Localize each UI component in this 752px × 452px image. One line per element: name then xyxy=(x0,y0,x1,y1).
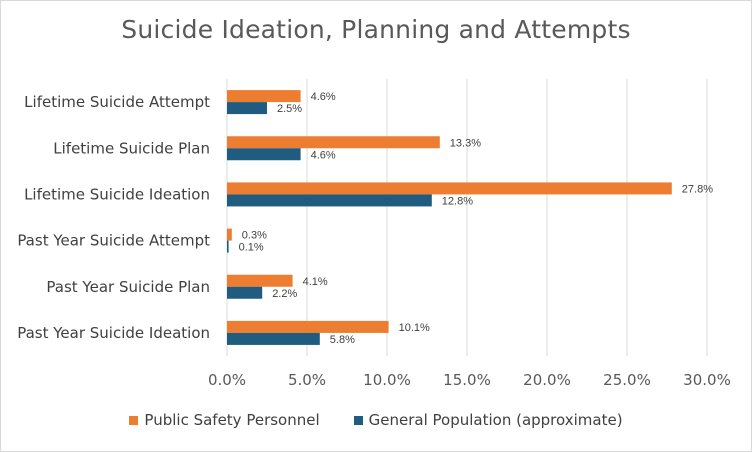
data-label-general-population-0: 2.5% xyxy=(277,103,302,115)
data-label-general-population-2: 12.8% xyxy=(442,195,473,207)
x-tick-label-2: 10.0% xyxy=(363,371,411,389)
data-label-general-population-3: 0.1% xyxy=(239,242,264,254)
bar-public-safety-2 xyxy=(227,182,672,195)
legend-item-public-safety: Public Safety Personnel xyxy=(129,411,320,429)
bar-general-population-5 xyxy=(227,332,320,345)
legend-label-public-safety: Public Safety Personnel xyxy=(144,411,320,429)
x-tick-label-3: 15.0% xyxy=(443,371,491,389)
data-label-public-safety-1: 13.3% xyxy=(450,137,481,149)
x-tick-label-1: 5.0% xyxy=(288,371,326,389)
category-label-3: Past Year Suicide Attempt xyxy=(17,232,210,250)
bar-public-safety-3 xyxy=(227,228,232,241)
legend-swatch-general-population xyxy=(353,415,363,425)
legend-item-general-population: General Population (approximate) xyxy=(353,411,623,429)
legend-swatch-public-safety xyxy=(129,415,139,425)
chart-legend: Public Safety Personnel General Populati… xyxy=(1,411,751,429)
category-label-5: Past Year Suicide Ideation xyxy=(17,324,210,342)
data-label-general-population-4: 2.2% xyxy=(272,288,297,300)
bar-general-population-0 xyxy=(227,102,267,115)
data-label-public-safety-3: 0.3% xyxy=(242,230,267,242)
category-label-4: Past Year Suicide Plan xyxy=(46,278,210,296)
category-label-0: Lifetime Suicide Attempt xyxy=(24,93,210,111)
bar-public-safety-4 xyxy=(227,274,293,287)
x-tick-label-0: 0.0% xyxy=(208,371,246,389)
data-label-general-population-5: 5.8% xyxy=(330,334,355,346)
data-label-public-safety-0: 4.6% xyxy=(311,91,336,103)
category-label-1: Lifetime Suicide Plan xyxy=(53,139,210,157)
bar-public-safety-5 xyxy=(227,320,389,333)
bar-general-population-1 xyxy=(227,148,301,161)
data-label-public-safety-2: 27.8% xyxy=(682,183,713,195)
x-tick-label-6: 30.0% xyxy=(683,371,731,389)
legend-label-general-population: General Population (approximate) xyxy=(368,411,623,429)
category-label-2: Lifetime Suicide Ideation xyxy=(24,185,210,203)
bar-general-population-2 xyxy=(227,194,432,207)
chart-title: Suicide Ideation, Planning and Attempts xyxy=(121,15,631,44)
data-label-general-population-1: 4.6% xyxy=(311,149,336,161)
x-tick-label-5: 25.0% xyxy=(603,371,651,389)
x-tick-label-4: 20.0% xyxy=(523,371,571,389)
bar-general-population-3 xyxy=(227,240,229,253)
data-label-public-safety-4: 4.1% xyxy=(303,276,328,288)
bar-general-population-4 xyxy=(227,286,263,299)
bar-public-safety-1 xyxy=(227,136,440,149)
bar-public-safety-0 xyxy=(227,90,301,103)
data-label-public-safety-5: 10.1% xyxy=(399,322,430,334)
